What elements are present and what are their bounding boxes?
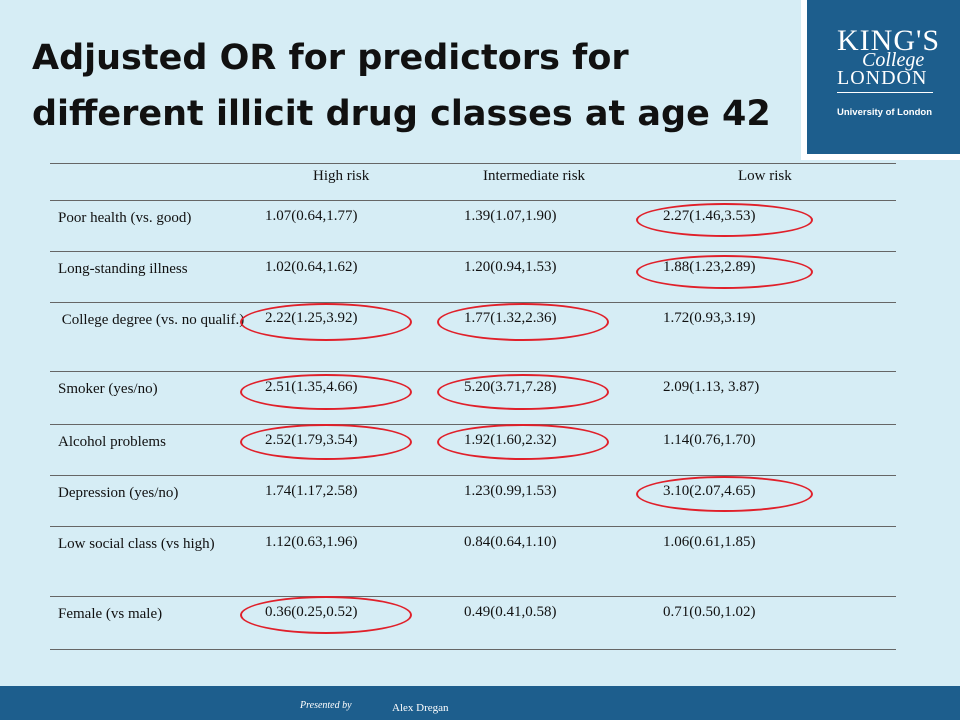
slide-title: Adjusted OR for predictors for different…: [32, 30, 792, 142]
cell-intermediate: 1.39(1.07,1.90): [464, 208, 557, 224]
header-low-risk: Low risk: [738, 168, 792, 184]
table-header-row: High risk Intermediate risk Low risk: [50, 163, 896, 201]
table-row: Alcohol problems 2.52(1.79,3.54) 1.92(1.…: [50, 425, 896, 476]
table-row: Long-standing illness 1.02(0.64,1.62) 1.…: [50, 252, 896, 303]
slide-title-line-2: different illicit drug classes at age 42: [32, 94, 771, 134]
presenter-name: Alex Dregan: [392, 702, 449, 714]
header-high-risk: High risk: [313, 168, 370, 184]
cell-intermediate: 1.23(0.99,1.53): [464, 483, 557, 499]
row-label: College degree (vs. no qualif.): [58, 312, 245, 328]
table-row: Depression (yes/no) 1.74(1.17,2.58) 1.23…: [50, 476, 896, 527]
cell-low: 1.06(0.61,1.85): [663, 534, 756, 550]
cell-low: 0.71(0.50,1.02): [663, 604, 756, 620]
cell-high: 2.52(1.79,3.54): [265, 432, 358, 448]
cell-low: 1.14(0.76,1.70): [663, 432, 756, 448]
cell-intermediate: 5.20(3.71,7.28): [464, 379, 557, 395]
row-label: Alcohol problems: [58, 434, 166, 450]
row-label: Low social class (vs high): [58, 536, 215, 552]
cell-high: 2.51(1.35,4.66): [265, 379, 358, 395]
logo-university-text: University of London: [837, 107, 932, 118]
slide-title-line-1: Adjusted OR for predictors for: [32, 38, 629, 78]
table-row: Female (vs male) 0.36(0.25,0.52) 0.49(0.…: [50, 597, 896, 650]
cell-intermediate: 0.49(0.41,0.58): [464, 604, 557, 620]
cell-high: 2.22(1.25,3.92): [265, 310, 358, 326]
cell-intermediate: 0.84(0.64,1.10): [464, 534, 557, 550]
cell-high: 1.02(0.64,1.62): [265, 259, 358, 275]
table-row: College degree (vs. no qualif.) 2.22(1.2…: [50, 303, 896, 372]
cell-high: 0.36(0.25,0.52): [265, 604, 358, 620]
row-label: Depression (yes/no): [58, 485, 179, 501]
table-row: Low social class (vs high) 1.12(0.63,1.9…: [50, 527, 896, 597]
cell-intermediate: 1.20(0.94,1.53): [464, 259, 557, 275]
cell-intermediate: 1.92(1.60,2.32): [464, 432, 557, 448]
logo-divider: [837, 92, 933, 93]
cell-low: 1.72(0.93,3.19): [663, 310, 756, 326]
logo-london-text: LONDON: [837, 67, 928, 89]
header-intermediate-risk: Intermediate risk: [483, 168, 586, 184]
cell-high: 1.74(1.17,2.58): [265, 483, 358, 499]
cell-high: 1.12(0.63,1.96): [265, 534, 358, 550]
table-row: Smoker (yes/no) 2.51(1.35,4.66) 5.20(3.7…: [50, 372, 896, 425]
kings-college-logo: KING'S College LONDON University of Lond…: [807, 0, 960, 154]
logo-college-text: College: [862, 49, 925, 71]
cell-high: 1.07(0.64,1.77): [265, 208, 358, 224]
footer-bar: Presented by Alex Dregan: [0, 686, 960, 720]
logo-kings-text: KING'S: [837, 24, 941, 57]
cell-low: 1.88(1.23,2.89): [663, 259, 756, 275]
presented-by-label: Presented by: [300, 700, 352, 711]
odds-ratio-table: High risk Intermediate risk Low risk Poo…: [50, 163, 896, 650]
row-label: Smoker (yes/no): [58, 381, 158, 397]
table-row: Poor health (vs. good) 1.07(0.64,1.77) 1…: [50, 201, 896, 252]
cell-intermediate: 1.77(1.32,2.36): [464, 310, 557, 326]
cell-low: 3.10(2.07,4.65): [663, 483, 756, 499]
row-label: Poor health (vs. good): [58, 210, 192, 226]
row-label: Long-standing illness: [58, 261, 188, 277]
cell-low: 2.27(1.46,3.53): [663, 208, 756, 224]
cell-low: 2.09(1.13, 3.87): [663, 379, 760, 395]
row-label: Female (vs male): [58, 606, 163, 622]
